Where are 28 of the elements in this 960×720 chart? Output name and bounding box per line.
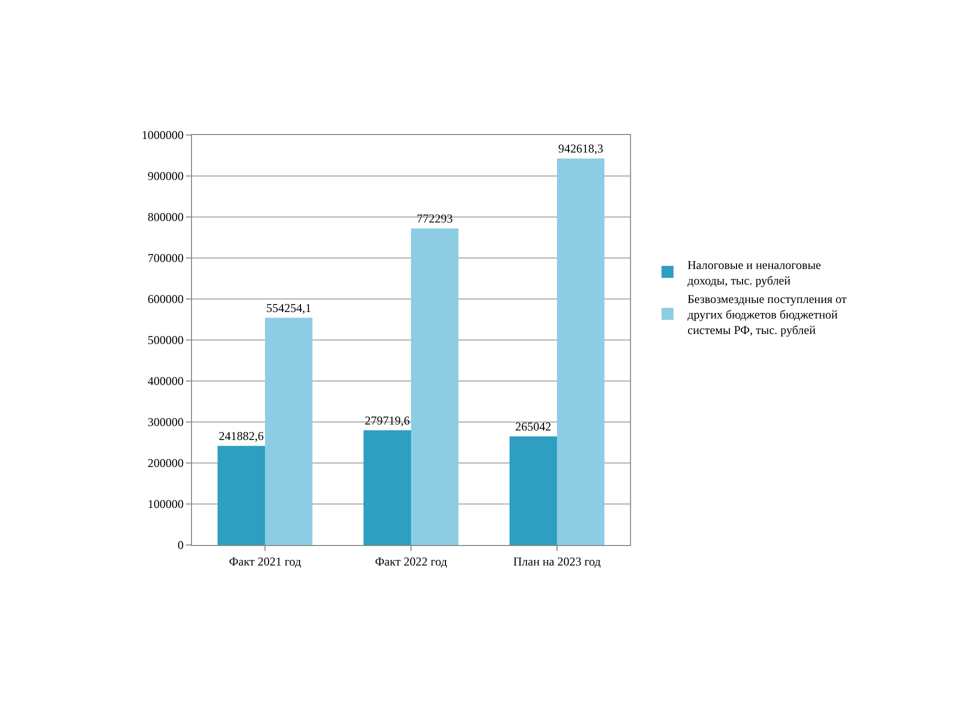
x-tick-label: Факт 2022 год <box>374 554 448 568</box>
bar <box>364 430 411 545</box>
y-tick-label: 100000 <box>148 497 184 512</box>
bar <box>218 446 265 545</box>
data-label: 554254,1 <box>266 300 312 315</box>
y-tick-label: 500000 <box>148 333 184 348</box>
y-tick-label: 700000 <box>148 251 184 266</box>
data-label: 241882,6 <box>218 428 264 443</box>
y-tick-label: 900000 <box>148 169 184 184</box>
y-tick-label: 200000 <box>148 456 184 470</box>
data-label: 265042 <box>515 419 552 434</box>
bar <box>411 228 458 545</box>
legend-label: Безвозмездные поступления от других бюджетов бюджетной системы РФ, тыс. рублей <box>688 292 848 338</box>
data-label: 942618,3 <box>558 142 604 156</box>
x-tick-label: Факт 2021 год <box>228 554 302 568</box>
data-label: 279719,6 <box>364 413 410 428</box>
y-tick-label: 600000 <box>148 292 184 306</box>
y-tick-label: 300000 <box>148 415 184 430</box>
bar <box>265 318 312 545</box>
y-tick-label: 0 <box>178 538 184 552</box>
legend-label: Налоговые и неналоговые доходы, тыс. рублей <box>688 258 821 288</box>
y-tick-label: 1000000 <box>142 128 184 142</box>
x-tick-label: План на 2023 год <box>513 554 601 568</box>
bar <box>557 158 604 545</box>
y-tick-label: 800000 <box>148 210 184 224</box>
bar <box>510 436 557 545</box>
y-tick-label: 400000 <box>148 374 184 388</box>
data-label: 772293 <box>416 211 453 226</box>
